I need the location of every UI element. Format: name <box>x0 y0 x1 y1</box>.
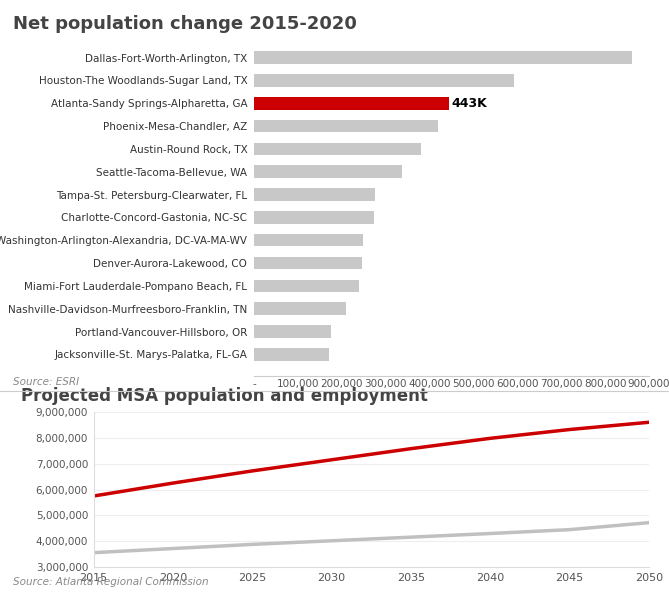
Text: 443K: 443K <box>451 97 487 110</box>
Employment <box>90 549 98 556</box>
Employment <box>486 530 494 537</box>
Text: Source: ESRI: Source: ESRI <box>13 377 80 387</box>
Population <box>407 445 415 453</box>
Employment <box>328 537 336 544</box>
Bar <box>254 325 331 338</box>
Line: Employment: Employment <box>94 522 649 553</box>
Employment <box>407 534 415 541</box>
Text: Projected MSA population and employment: Projected MSA population and employment <box>21 387 428 405</box>
Bar <box>254 348 328 361</box>
Employment <box>169 545 177 552</box>
Bar <box>254 143 421 155</box>
Bar <box>254 303 347 315</box>
Text: Source: Atlanta Regional Commission: Source: Atlanta Regional Commission <box>13 577 209 587</box>
Population <box>486 435 494 442</box>
Population <box>565 426 573 433</box>
Bar <box>254 211 373 224</box>
Population <box>248 467 256 475</box>
Population <box>645 418 653 426</box>
Employment <box>565 526 573 533</box>
Population <box>328 456 336 463</box>
Text: Net population change 2015-2020: Net population change 2015-2020 <box>13 15 357 33</box>
Bar <box>254 234 363 247</box>
Bar <box>254 97 448 109</box>
Bar <box>254 51 632 64</box>
Bar <box>254 74 514 87</box>
Population <box>169 479 177 487</box>
Population <box>90 493 98 500</box>
Employment <box>645 519 653 526</box>
Employment <box>248 541 256 548</box>
Bar <box>254 279 359 292</box>
Line: Population: Population <box>94 422 649 496</box>
Bar <box>254 120 438 133</box>
Bar <box>254 165 401 178</box>
Bar <box>254 257 362 269</box>
Bar <box>254 188 375 201</box>
